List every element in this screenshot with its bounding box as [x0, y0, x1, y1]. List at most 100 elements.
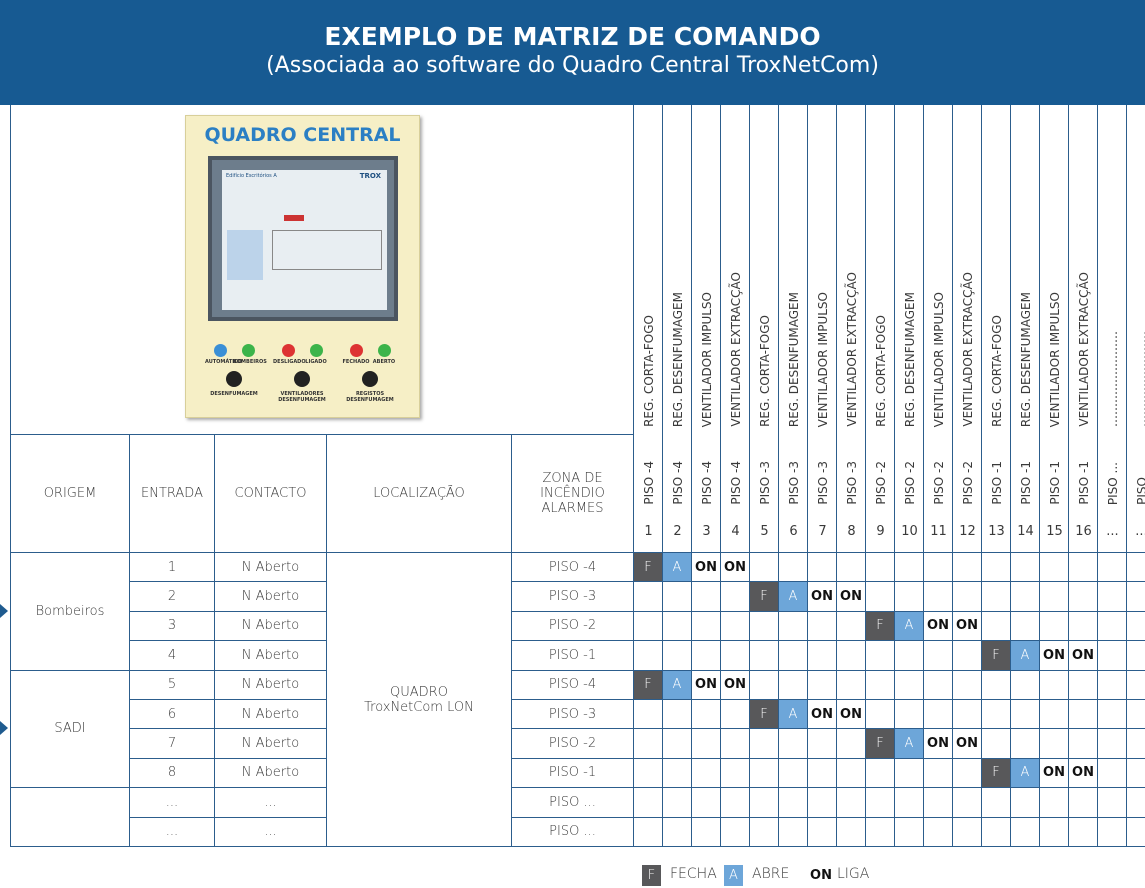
zone-label: PISO -1: [982, 430, 1011, 505]
matrix-cell: [1098, 611, 1127, 642]
matrix-cell: [1098, 553, 1127, 583]
column-number: 8: [847, 523, 856, 539]
device-text: REG. DESENFUMAGEM: [670, 291, 685, 427]
legend-code: F: [642, 865, 661, 886]
matrix-cell: [982, 788, 1011, 818]
column-header: LOCALIZAÇÃO: [327, 435, 512, 553]
matrix-cell: [837, 553, 866, 583]
entrada-cell: 8: [130, 758, 215, 789]
button-lamp: [378, 344, 391, 357]
matrix-cell: ON: [924, 611, 953, 642]
zona-cell: PISO -4: [512, 553, 634, 583]
matrix-cell: [634, 788, 663, 818]
matrix-cell: ON: [1069, 758, 1098, 789]
device-label: REG. DESENFUMAGEM: [779, 112, 808, 427]
matrix-cell: [895, 670, 924, 700]
matrix-cell: [1011, 670, 1040, 700]
device-text: REG. DESENFUMAGEM: [1018, 291, 1033, 427]
matrix-cell: [837, 758, 866, 789]
device-label: VENTILADOR IMPULSO: [1040, 112, 1069, 427]
title: EXEMPLO DE MATRIZ DE COMANDO: [324, 22, 821, 51]
matrix-cell: [721, 817, 750, 847]
contacto-cell: N Aberto: [215, 758, 327, 789]
column-number: 12: [959, 523, 976, 539]
zone-label: PISO -2: [924, 430, 953, 505]
matrix-cell: [721, 700, 750, 730]
matrix-cell: ON: [808, 700, 837, 730]
zone-text: PISO: [1134, 477, 1145, 505]
contacto-cell: ...: [215, 817, 327, 847]
top-frame: [10, 105, 634, 435]
device-label: VENTILADOR EXTRACÇÃO: [953, 112, 982, 427]
button-label: LIGADO: [305, 359, 327, 365]
matrix-cell: [1098, 700, 1127, 730]
matrix-cell: [663, 817, 692, 847]
matrix-column: [1040, 105, 1069, 553]
matrix-cell: A: [1011, 641, 1040, 671]
matrix-cell: [866, 700, 895, 730]
screen-legend: [227, 230, 263, 280]
matrix-cell: [779, 641, 808, 671]
matrix-column: [1069, 105, 1098, 553]
panel-screen: Edifício Escritórios A TROX: [208, 156, 398, 321]
zone-text: PISO -3: [815, 461, 830, 505]
button-label: FECHADO: [342, 359, 370, 365]
legend-code: ON: [810, 868, 832, 883]
matrix-cell: [1127, 641, 1145, 671]
zone-text: PISO -2: [931, 461, 946, 505]
device-label: REG. CORTA-FOGO: [634, 112, 663, 427]
matrix-cell: [663, 611, 692, 642]
contacto-cell: N Aberto: [215, 641, 327, 671]
matrix-cell: [837, 817, 866, 847]
device-label: VENTILADOR IMPULSO: [808, 112, 837, 427]
matrix-cell: [924, 758, 953, 789]
matrix-cell: [663, 582, 692, 612]
matrix-column: [721, 105, 750, 553]
matrix-cell: [982, 729, 1011, 759]
device-text: VENTILADOR IMPULSO: [931, 291, 946, 427]
device-label: VENTILADOR IMPULSO: [924, 112, 953, 427]
matrix-cell: [808, 729, 837, 759]
matrix-cell: F: [634, 670, 663, 700]
zone-label: PISO -3: [750, 430, 779, 505]
contacto-cell: N Aberto: [215, 670, 327, 700]
matrix-cell: [808, 817, 837, 847]
matrix-cell: [721, 611, 750, 642]
zone-text: PISO -4: [641, 461, 656, 505]
screen-alarm: [284, 215, 304, 221]
zone-text: PISO -3: [844, 461, 859, 505]
matrix-cell: [1098, 582, 1127, 612]
matrix-cell: [721, 641, 750, 671]
matrix-cell: [1127, 818, 1145, 847]
matrix-cell: [721, 788, 750, 818]
matrix-cell: ON: [692, 553, 721, 583]
matrix-cell: [895, 582, 924, 612]
matrix-cell: [1040, 729, 1069, 759]
column-number: 9: [876, 523, 885, 539]
zone-label: PISO -2: [895, 430, 924, 505]
matrix-cell: [982, 582, 1011, 612]
zone-label: PISO -4: [721, 430, 750, 505]
button-label: AUTOMÁTICO: [205, 359, 243, 365]
matrix-cell: [866, 641, 895, 671]
matrix-cell: [953, 670, 982, 700]
column-number: 6: [789, 523, 798, 539]
matrix-column: [1098, 105, 1127, 553]
matrix-column: [895, 105, 924, 553]
screen-content: Edifício Escritórios A TROX: [222, 170, 387, 310]
button-lamp: [214, 344, 227, 357]
device-text: VENTILADOR EXTRACÇÃO: [1076, 272, 1091, 427]
matrix-cell: [808, 611, 837, 642]
button-lamp: [310, 344, 323, 357]
contacto-cell: N Aberto: [215, 582, 327, 612]
legend-label: ABRE: [752, 866, 790, 882]
matrix-cell: [837, 611, 866, 642]
matrix-cell: [692, 729, 721, 759]
matrix-cell: [866, 553, 895, 583]
zona-cell: PISO -1: [512, 758, 634, 789]
entrada-cell: ...: [130, 788, 215, 818]
column-header: CONTACTO: [215, 435, 327, 553]
matrix-cell: [837, 729, 866, 759]
matrix-cell: [1127, 700, 1145, 730]
matrix-cell: [895, 817, 924, 847]
